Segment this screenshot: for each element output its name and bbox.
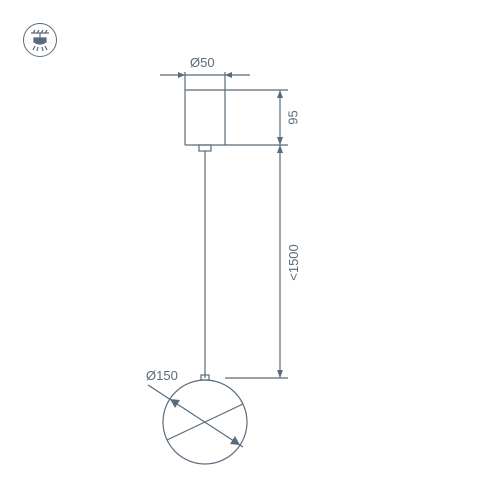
technical-drawing [0, 0, 500, 500]
dim-canopy-diameter [160, 72, 250, 90]
mount-type-icon [23, 23, 57, 57]
dim-label-canopy-diameter: Ø50 [190, 55, 215, 70]
canopy [185, 90, 225, 151]
dim-label-canopy-height: 95 [286, 110, 301, 124]
dim-globe-diameter [148, 385, 243, 447]
dim-canopy-height [225, 90, 288, 145]
globe [163, 375, 247, 464]
dim-label-cable-length: <1500 [286, 244, 301, 281]
dim-label-globe-diameter: Ø150 [146, 368, 178, 383]
dim-cable-length [225, 145, 288, 378]
